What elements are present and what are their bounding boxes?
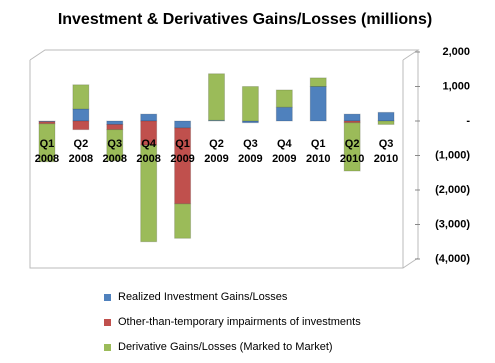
x-tick-label: Q2 2008 [68,138,94,165]
x-tick-label: Q4 2009 [272,138,297,165]
x-tick-label: Q3 2009 [238,138,263,165]
y-tick-label: 2,000 [442,46,470,58]
bar-segment [377,120,395,125]
bar-segment [309,86,327,122]
x-tick-label: Q1 2008 [34,138,60,165]
legend-swatch [104,319,111,326]
bar-segment [241,86,259,122]
bar-segment [140,144,158,243]
bar-segment [106,123,124,131]
bar-segment [377,111,395,122]
y-tick-label: (4,000) [435,253,470,265]
bar-segment [72,84,90,110]
x-tick-label: Q2 2010 [339,138,365,165]
y-tick-label: (2,000) [435,184,470,196]
bar-segment [140,113,158,122]
bar-segment [174,203,192,239]
plot-frame [29,49,420,269]
legend-swatch [104,344,111,351]
y-tick-label: (3,000) [435,218,470,230]
x-tick-label: Q3 2008 [102,138,127,165]
bar-segment [275,106,293,122]
legend-swatch [104,294,111,301]
x-tick-label: Q2 2009 [204,138,229,165]
bar-segment [38,123,56,163]
x-tick-label: Q1 2009 [170,138,195,165]
bar-segment [309,77,327,87]
legend-label: Other-than-temporary impairments of inve… [118,316,361,328]
x-tick-label: Q4 2008 [136,138,161,165]
x-tick-label: Q3 2010 [373,138,399,165]
y-tick-label: 1,000 [442,80,470,92]
bar-segment [343,122,361,172]
y-tick-label: - [466,115,470,127]
bar-segment [106,120,124,125]
bar-segment [343,113,361,122]
bar-segment [174,120,192,129]
bar-segment [106,129,124,162]
bar-segment [275,89,293,108]
bar-segment [72,120,90,131]
bar-segment [208,73,225,121]
bar-segment [72,108,90,122]
legend-label: Derivative Gains/Losses (Marked to Marke… [118,341,333,353]
legend-label: Realized Investment Gains/Losses [118,291,288,303]
chart-title: Investment & Derivatives Gains/Losses (m… [58,11,432,28]
y-tick-label: (1,000) [435,149,470,161]
x-tick-label: Q1 2010 [305,138,331,165]
